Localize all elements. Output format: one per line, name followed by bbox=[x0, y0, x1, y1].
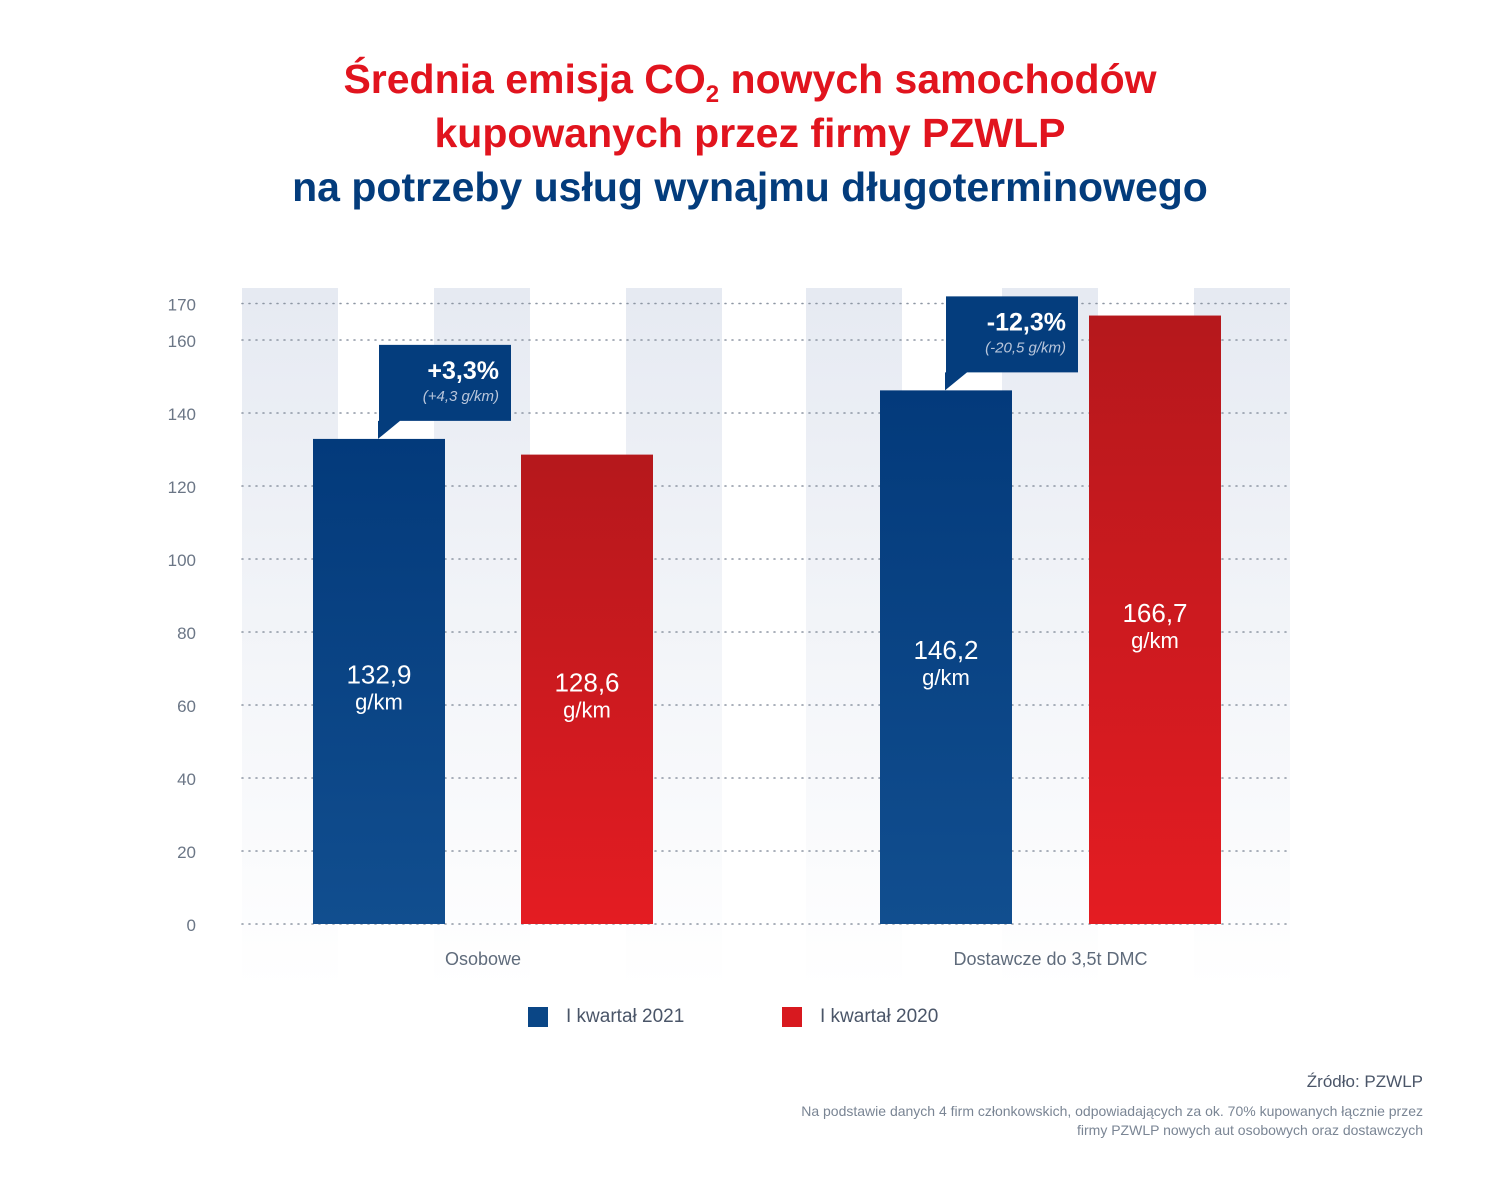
bar-value-label: 128,6 bbox=[554, 667, 619, 697]
chart-title: Średnia emisja CO2 nowych samochodów kup… bbox=[0, 52, 1500, 214]
legend-label-2020: I kwartał 2020 bbox=[820, 1006, 939, 1027]
y-tick-label: 80 bbox=[177, 624, 196, 643]
y-tick-label: 170 bbox=[168, 296, 196, 315]
title-line1-end: nowych samochodów bbox=[719, 56, 1157, 102]
footnote-line1: Na podstawie danych 4 firm członkowskich… bbox=[801, 1103, 1423, 1119]
x-category-label: Osobowe bbox=[445, 949, 521, 969]
bar-unit-label: g/km bbox=[1131, 628, 1179, 653]
y-tick-label: 160 bbox=[168, 332, 196, 351]
y-tick-label: 100 bbox=[168, 551, 196, 570]
bar-2020-0 bbox=[521, 454, 653, 924]
footnote: Na podstawie danych 4 firm członkowskich… bbox=[603, 1102, 1423, 1140]
y-tick-label: 20 bbox=[177, 843, 196, 862]
y-tick-label: 140 bbox=[168, 405, 196, 424]
legend-label-2021: I kwartał 2021 bbox=[566, 1006, 685, 1027]
bar-value-label: 166,7 bbox=[1122, 598, 1187, 628]
legend-swatch-2021 bbox=[528, 1007, 548, 1027]
source-label: Źródło: PZWLP bbox=[1306, 1072, 1423, 1091]
change-callout-delta: (+4,3 g/km) bbox=[423, 388, 499, 405]
bar-2021-1 bbox=[880, 390, 1012, 924]
change-callout-percent: -12,3% bbox=[987, 308, 1066, 336]
change-callout-percent: +3,3% bbox=[427, 357, 499, 385]
change-callout-delta: (-20,5 g/km) bbox=[985, 339, 1066, 356]
change-callout-box bbox=[945, 296, 1078, 391]
title-line1-start: Średnia emisja CO bbox=[343, 56, 706, 102]
bar-unit-label: g/km bbox=[922, 665, 970, 690]
y-tick-label: 40 bbox=[177, 770, 196, 789]
y-tick-label: 0 bbox=[187, 916, 196, 935]
y-tick-label: 60 bbox=[177, 697, 196, 716]
x-category-label: Dostawcze do 3,5t DMC bbox=[953, 949, 1147, 969]
title-line3: na potrzeby usług wynajmu długoterminowe… bbox=[292, 164, 1208, 210]
footnote-line2: firmy PZWLP nowych aut osobowych oraz do… bbox=[1077, 1122, 1423, 1138]
legend-item-2020: I kwartał 2020 bbox=[782, 1006, 938, 1028]
legend-swatch-2020 bbox=[782, 1007, 802, 1027]
bar-unit-label: g/km bbox=[563, 697, 611, 722]
change-callout-box bbox=[378, 344, 511, 439]
y-tick-label: 120 bbox=[168, 478, 196, 497]
legend-item-2021: I kwartał 2021 bbox=[528, 1006, 684, 1028]
bar-unit-label: g/km bbox=[355, 689, 403, 714]
title-line1-subscript: 2 bbox=[705, 81, 720, 108]
bar-2020-1 bbox=[1089, 315, 1221, 924]
bar-2021-0 bbox=[313, 438, 445, 924]
background-band-4 bbox=[1002, 288, 1098, 988]
bar-value-label: 146,2 bbox=[913, 635, 978, 665]
title-line2: kupowanych przez firmy PZWLP bbox=[434, 110, 1066, 156]
bar-value-label: 132,9 bbox=[346, 659, 411, 689]
